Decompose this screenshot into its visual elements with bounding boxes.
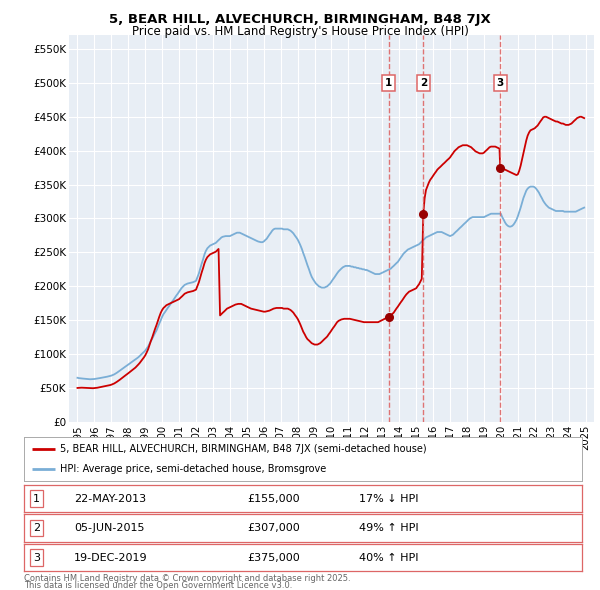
Text: £155,000: £155,000 [247, 494, 300, 503]
Text: 05-JUN-2015: 05-JUN-2015 [74, 523, 145, 533]
Text: 3: 3 [497, 78, 504, 88]
Text: 1: 1 [385, 78, 392, 88]
Text: £307,000: £307,000 [247, 523, 300, 533]
Text: 17% ↓ HPI: 17% ↓ HPI [359, 494, 418, 503]
Text: This data is licensed under the Open Government Licence v3.0.: This data is licensed under the Open Gov… [24, 581, 292, 590]
Text: 2: 2 [33, 523, 40, 533]
Text: 5, BEAR HILL, ALVECHURCH, BIRMINGHAM, B48 7JX (semi-detached house): 5, BEAR HILL, ALVECHURCH, BIRMINGHAM, B4… [60, 444, 427, 454]
Text: 3: 3 [33, 553, 40, 562]
Text: £375,000: £375,000 [247, 553, 300, 562]
Text: 22-MAY-2013: 22-MAY-2013 [74, 494, 146, 503]
Text: 40% ↑ HPI: 40% ↑ HPI [359, 553, 418, 562]
Text: 19-DEC-2019: 19-DEC-2019 [74, 553, 148, 562]
Text: Contains HM Land Registry data © Crown copyright and database right 2025.: Contains HM Land Registry data © Crown c… [24, 573, 350, 583]
Text: Price paid vs. HM Land Registry's House Price Index (HPI): Price paid vs. HM Land Registry's House … [131, 25, 469, 38]
Text: 1: 1 [33, 494, 40, 503]
Text: 49% ↑ HPI: 49% ↑ HPI [359, 523, 418, 533]
Text: 2: 2 [419, 78, 427, 88]
Text: HPI: Average price, semi-detached house, Bromsgrove: HPI: Average price, semi-detached house,… [60, 464, 326, 474]
Text: 5, BEAR HILL, ALVECHURCH, BIRMINGHAM, B48 7JX: 5, BEAR HILL, ALVECHURCH, BIRMINGHAM, B4… [109, 13, 491, 26]
